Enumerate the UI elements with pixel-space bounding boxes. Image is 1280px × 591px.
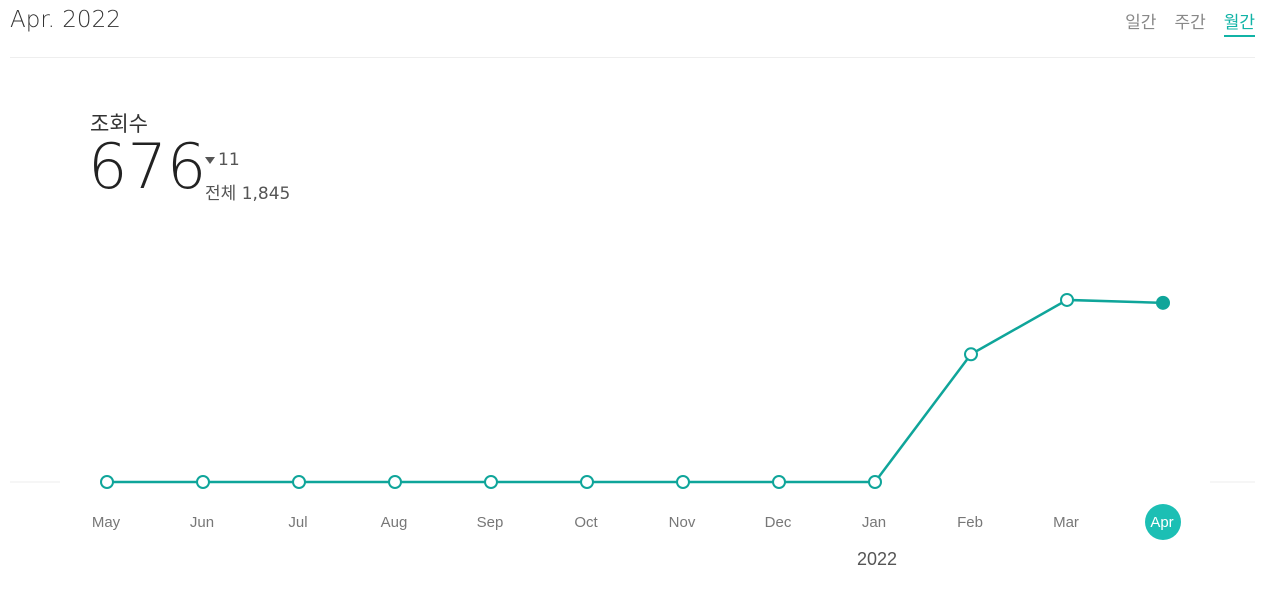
x-tick-label: Mar <box>1053 514 1079 531</box>
metric-change: 11 <box>205 150 240 170</box>
metric-label: 조회수 <box>90 112 148 136</box>
divider <box>10 57 1255 58</box>
x-tick-label: Jan <box>862 514 886 531</box>
x-tick-label: Nov <box>669 514 696 531</box>
x-tick-label: Jul <box>288 514 307 531</box>
period-tab[interactable]: 주간 <box>1174 13 1206 33</box>
metric-total: 전체 1,845 <box>205 179 290 204</box>
period-tabs: 일간 주간 월간 <box>1125 8 1255 37</box>
period-title: Apr. 2022 <box>10 7 121 33</box>
highlight-badge <box>1145 504 1181 540</box>
x-tick-label: May <box>92 514 121 531</box>
point <box>196 475 210 489</box>
x-tick-label: Apr <box>1150 514 1173 531</box>
point <box>964 347 978 362</box>
total-value: 1,845 <box>241 184 291 204</box>
point <box>100 475 114 489</box>
x-tick-label: Dec <box>765 514 792 531</box>
line <box>107 298 1164 484</box>
point <box>772 475 786 489</box>
period-tab[interactable]: 월간 <box>1223 8 1255 37</box>
period-tab[interactable]: 일간 <box>1125 13 1157 33</box>
x-tick-label: Feb <box>957 514 983 531</box>
point <box>1156 295 1170 310</box>
change-value: 11 <box>218 150 240 170</box>
down-arrow <box>205 156 215 164</box>
x-tick-label: Sep <box>477 514 504 531</box>
point <box>676 475 690 489</box>
point <box>292 475 306 489</box>
point <box>868 475 882 489</box>
metric-value: 676 <box>88 130 207 203</box>
x-tick-label: Oct <box>574 514 598 531</box>
x-tick-label: Aug <box>381 514 408 531</box>
point <box>580 475 594 489</box>
point <box>1060 292 1074 307</box>
point <box>484 475 498 489</box>
total-label: 전체 <box>205 184 237 204</box>
x-tick-label: Jun <box>190 514 214 531</box>
point <box>388 475 402 489</box>
year-label: 2022 <box>857 549 897 569</box>
